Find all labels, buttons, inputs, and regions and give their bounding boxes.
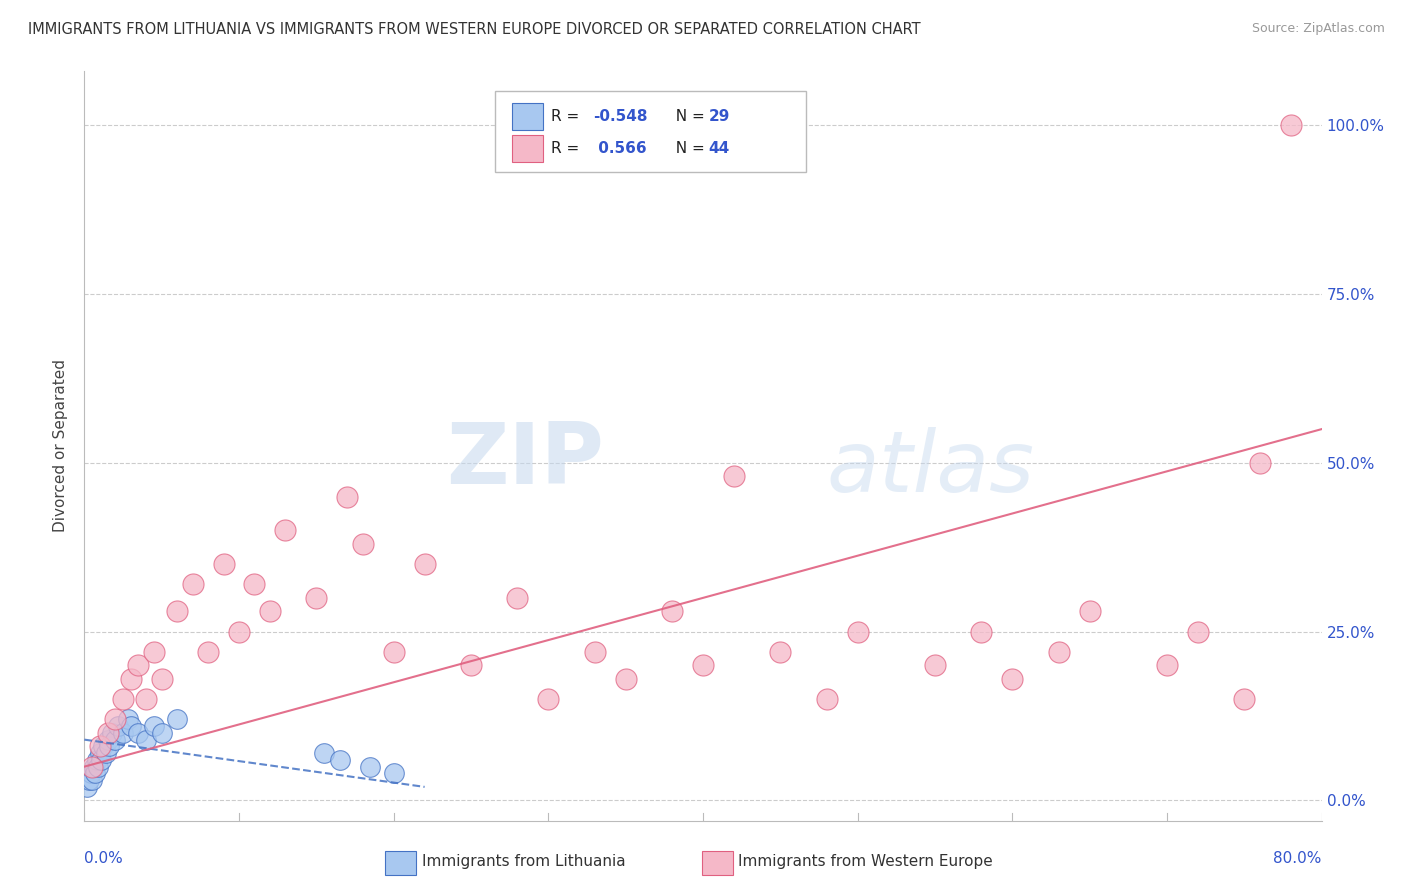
Point bbox=[82, 773, 104, 788]
Point bbox=[120, 719, 142, 733]
Point bbox=[460, 658, 482, 673]
Point bbox=[96, 726, 118, 740]
Point bbox=[336, 490, 359, 504]
Point bbox=[506, 591, 529, 605]
Point bbox=[86, 753, 108, 767]
Point bbox=[166, 604, 188, 618]
Point bbox=[83, 759, 105, 773]
Point bbox=[661, 604, 683, 618]
Point bbox=[846, 624, 869, 639]
Point bbox=[228, 624, 250, 639]
Point bbox=[104, 732, 127, 747]
Text: ZIP: ZIP bbox=[446, 419, 605, 502]
Text: R =: R = bbox=[551, 109, 585, 124]
Point bbox=[413, 557, 436, 571]
Point bbox=[259, 604, 281, 618]
Point bbox=[1279, 119, 1302, 133]
Point bbox=[112, 692, 135, 706]
Point bbox=[91, 739, 114, 754]
Y-axis label: Divorced or Separated: Divorced or Separated bbox=[53, 359, 69, 533]
Point bbox=[96, 732, 118, 747]
Point bbox=[90, 753, 112, 767]
Point bbox=[243, 577, 266, 591]
Point bbox=[79, 766, 101, 780]
Point bbox=[583, 645, 606, 659]
Point bbox=[1233, 692, 1256, 706]
Point bbox=[127, 726, 149, 740]
Point bbox=[112, 726, 135, 740]
Point bbox=[382, 766, 405, 780]
Point bbox=[1078, 604, 1101, 618]
Point bbox=[84, 766, 107, 780]
Point bbox=[924, 658, 946, 673]
Point bbox=[127, 658, 149, 673]
Point bbox=[352, 537, 374, 551]
Point bbox=[77, 773, 100, 788]
Point bbox=[135, 732, 157, 747]
Point bbox=[89, 739, 111, 754]
Point bbox=[1187, 624, 1209, 639]
Text: Immigrants from Western Europe: Immigrants from Western Europe bbox=[738, 855, 993, 869]
Point bbox=[314, 746, 336, 760]
Point bbox=[1001, 672, 1024, 686]
Text: N =: N = bbox=[666, 109, 710, 124]
Text: Immigrants from Lithuania: Immigrants from Lithuania bbox=[422, 855, 626, 869]
Point bbox=[197, 645, 219, 659]
Point bbox=[87, 759, 110, 773]
Point bbox=[212, 557, 235, 571]
Point bbox=[723, 469, 745, 483]
Point bbox=[274, 524, 297, 538]
Point bbox=[117, 712, 139, 726]
Point bbox=[1156, 658, 1178, 673]
Text: N =: N = bbox=[666, 141, 710, 156]
Point bbox=[815, 692, 838, 706]
Point bbox=[970, 624, 993, 639]
Point bbox=[104, 712, 127, 726]
Text: atlas: atlas bbox=[827, 427, 1035, 510]
Point bbox=[329, 753, 352, 767]
Text: 29: 29 bbox=[709, 109, 730, 124]
Point bbox=[360, 759, 382, 773]
Point bbox=[382, 645, 405, 659]
Point bbox=[305, 591, 328, 605]
Point bbox=[150, 726, 173, 740]
Point bbox=[98, 739, 121, 754]
Text: IMMIGRANTS FROM LITHUANIA VS IMMIGRANTS FROM WESTERN EUROPE DIVORCED OR SEPARATE: IMMIGRANTS FROM LITHUANIA VS IMMIGRANTS … bbox=[28, 22, 921, 37]
Point bbox=[692, 658, 714, 673]
Point bbox=[94, 746, 117, 760]
Text: R =: R = bbox=[551, 141, 585, 156]
Point bbox=[1249, 456, 1271, 470]
Text: 0.566: 0.566 bbox=[593, 141, 647, 156]
Point bbox=[614, 672, 637, 686]
Point bbox=[89, 746, 111, 760]
Point bbox=[537, 692, 560, 706]
Text: 0.0%: 0.0% bbox=[84, 851, 124, 866]
Text: Source: ZipAtlas.com: Source: ZipAtlas.com bbox=[1251, 22, 1385, 36]
Point bbox=[1047, 645, 1070, 659]
Text: 44: 44 bbox=[709, 141, 730, 156]
Point bbox=[101, 726, 124, 740]
Point bbox=[76, 780, 98, 794]
Point bbox=[120, 672, 142, 686]
Point bbox=[143, 645, 166, 659]
Point bbox=[166, 712, 188, 726]
Point bbox=[150, 672, 173, 686]
Text: 80.0%: 80.0% bbox=[1274, 851, 1322, 866]
Point bbox=[82, 759, 104, 773]
Point bbox=[181, 577, 204, 591]
Point bbox=[769, 645, 792, 659]
Point bbox=[135, 692, 157, 706]
Point bbox=[107, 719, 129, 733]
Point bbox=[143, 719, 166, 733]
Text: -0.548: -0.548 bbox=[593, 109, 648, 124]
